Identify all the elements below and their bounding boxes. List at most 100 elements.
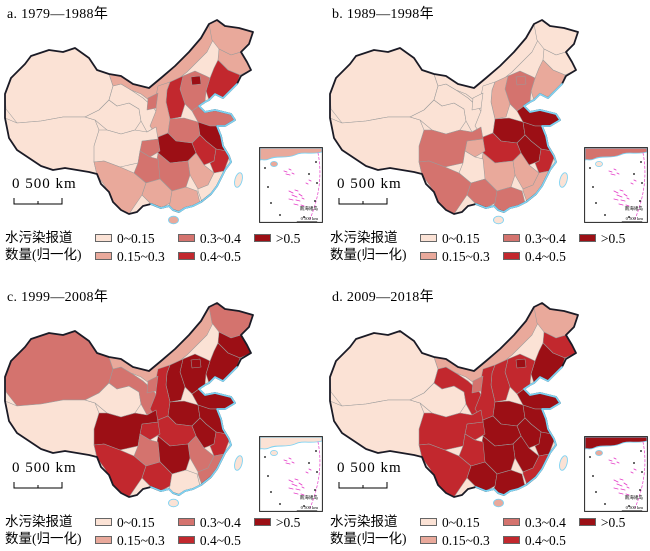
legend-item: 0~0.15 [420,230,490,247]
legend-swatch [95,518,112,526]
region-beijing [515,358,527,369]
legend-label: 0~0.15 [442,230,480,246]
legend-label: 0.3~0.4 [524,514,566,530]
legend-item: 0.3~0.4 [502,230,566,247]
legend-item: 0.15~0.3 [95,248,165,265]
legend-title-line2: 数量(归一化) [5,531,82,546]
legend-swatch [95,252,112,260]
region-beijing [515,75,527,86]
legend-item: >0.5 [578,230,625,247]
legend-items: 0~0.15 0.15~0.3 0.3~0.4 0.4~0.5 >0.5 [95,229,300,265]
inset-frame [584,436,648,512]
scale-bar: 0 500 km [337,460,427,495]
legend-swatch [578,518,596,526]
map-panel-d: d. 2009—2018年 0 500 km 南海诸岛 0 500 km 水污染… [325,278,650,551]
legend-swatch [95,536,112,544]
legend-items: 0~0.15 0.15~0.3 0.3~0.4 0.4~0.5 >0.5 [95,513,300,549]
inset-scale-text: 0 500 km [301,505,319,510]
legend-title-line1: 水污染报道 [330,230,398,245]
map-panel-c: c. 1999—2008年 0 500 km 南海诸岛 0 500 km 水污染… [0,278,325,551]
region-tibet [330,399,425,459]
south-china-sea-inset: 南海诸岛 0 500 km [259,436,323,512]
legend-item: 0.4~0.5 [177,532,241,549]
inset-frame [259,147,323,223]
map-legend: 水污染报道 数量(归一化) 0~0.15 0.15~0.3 0.3~0.4 0.… [5,513,300,549]
inset-scale-text: 0 500 km [301,216,319,221]
region-tibet [330,116,425,176]
scale-bar-text: 0 500 km [337,176,402,192]
inset-label: 南海诸岛 [300,494,319,501]
inset-hainan-island [595,161,603,167]
region-taiwan [559,455,568,471]
map-panel-a: a. 1979—1988年 0 500 km 南海诸岛 0 500 km 水污染… [0,0,325,273]
legend-title-line2: 数量(归一化) [330,531,407,546]
legend-item: 0.15~0.3 [420,532,490,549]
inset-hainan-island [595,450,603,456]
legend-swatch [177,536,195,544]
legend-label: 0.15~0.3 [117,532,165,548]
scale-bar-bracket [13,198,63,205]
legend-items: 0~0.15 0.15~0.3 0.3~0.4 0.4~0.5 >0.5 [420,229,625,265]
inset-label: 南海诸岛 [300,205,319,212]
legend-item: 0.3~0.4 [177,230,241,247]
inset-coastline [584,147,648,161]
legend-label: 0.4~0.5 [524,248,566,264]
legend-label: >0.5 [275,230,301,246]
legend-item: 0.3~0.4 [502,514,566,531]
legend-title-line1: 水污染报道 [330,514,398,529]
inset-label: 南海诸岛 [625,494,644,501]
inset-coastline [584,436,648,450]
region-hainan [493,498,504,508]
inset-scale-text: 0 500 km [626,216,644,221]
legend-items: 0~0.15 0.15~0.3 0.3~0.4 0.4~0.5 >0.5 [420,513,625,549]
region-beijing [190,75,202,86]
legend-title-line1: 水污染报道 [5,514,73,529]
legend-swatch [177,518,195,526]
legend-item: 0.15~0.3 [420,248,490,265]
legend-label: 0.4~0.5 [199,532,241,548]
inset-coastline [259,147,323,161]
region-hainan [168,498,179,508]
legend-item: 0~0.15 [95,514,165,531]
legend-title: 水污染报道 数量(归一化) [5,513,95,549]
legend-item: >0.5 [578,514,625,531]
panel-title: a. 1979—1988年 [7,7,109,22]
inset-hainan-island [270,161,278,167]
region-tibet [5,116,100,176]
legend-item: 0.4~0.5 [177,248,241,265]
china-choropleth-map [329,19,579,225]
legend-label: 0.15~0.3 [117,248,165,264]
scale-bar-text: 0 500 km [12,176,77,192]
legend-label: >0.5 [275,514,301,530]
south-china-sea-inset: 南海诸岛 0 500 km [259,147,323,223]
legend-title-line1: 水污染报道 [5,230,73,245]
scale-bar: 0 500 km [337,176,427,211]
legend-title-line2: 数量(归一化) [330,247,407,262]
inset-hainan-island [270,450,278,456]
legend-item: 0.4~0.5 [502,248,566,265]
legend-swatch [502,518,520,526]
legend-label: 0~0.15 [117,514,155,530]
legend-swatch [253,234,271,242]
legend-label: 0~0.15 [442,514,480,530]
legend-item: >0.5 [253,514,301,531]
legend-label: 0~0.15 [117,230,155,246]
panel-title: c. 1999—2008年 [7,290,109,305]
scale-bar: 0 500 km [12,176,102,211]
legend-label: 0.4~0.5 [524,532,566,548]
legend-swatch [502,536,520,544]
legend-item: 0~0.15 [95,230,165,247]
scale-bar-text: 0 500 km [12,460,77,476]
legend-swatch [177,234,195,242]
inset-frame [584,147,648,223]
legend-swatch [177,252,195,260]
china-choropleth-map [329,302,579,508]
legend-title: 水污染报道 数量(归一化) [330,229,420,265]
legend-item: 0.15~0.3 [95,532,165,549]
legend-label: 0.3~0.4 [524,230,566,246]
map-panel-b: b. 1989—1998年 0 500 km 南海诸岛 0 500 km 水污染… [325,0,650,273]
region-taiwan [234,172,243,188]
map-legend: 水污染报道 数量(归一化) 0~0.15 0.15~0.3 0.3~0.4 0.… [330,513,625,549]
china-choropleth-map [4,19,254,225]
legend-label: 0.3~0.4 [199,514,241,530]
